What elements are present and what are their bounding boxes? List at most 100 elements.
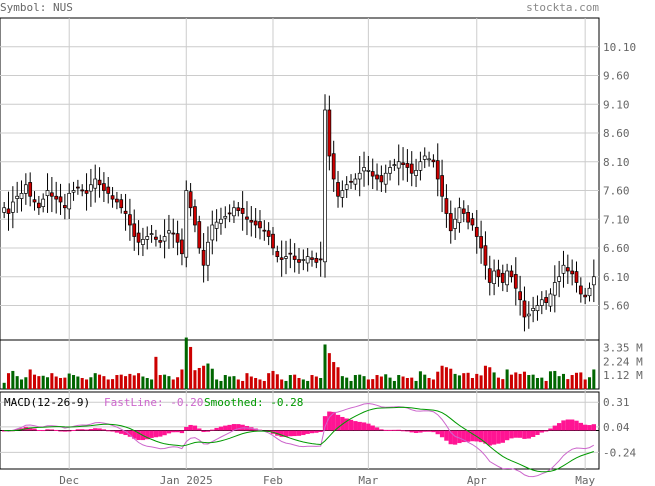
- candle-body-up: [587, 287, 592, 297]
- candle-body-down: [583, 294, 588, 298]
- candle: [379, 165, 384, 192]
- macd-histogram-bar: [569, 419, 575, 431]
- candle: [54, 181, 59, 214]
- candle-body-up: [392, 164, 397, 166]
- candle-body-down: [518, 291, 522, 301]
- candle: [180, 228, 184, 266]
- macd-histogram-bar: [379, 429, 384, 431]
- candle: [19, 180, 24, 212]
- volume-bar: [388, 377, 392, 389]
- candle: [375, 163, 379, 191]
- candle: [505, 263, 509, 292]
- macd-histogram-bar: [162, 430, 167, 436]
- candle-body-down: [97, 179, 102, 186]
- candle: [89, 168, 93, 207]
- candle: [483, 231, 488, 280]
- volume-bar: [306, 380, 310, 389]
- candle-body-up: [71, 190, 76, 193]
- candle: [513, 257, 518, 306]
- candle: [128, 198, 132, 241]
- volume-bar: [436, 371, 440, 389]
- candle-body-up: [457, 207, 462, 224]
- volume-bar: [319, 377, 323, 389]
- candle: [266, 222, 271, 246]
- candle-body-down: [240, 207, 245, 214]
- candle-body-down: [80, 189, 85, 192]
- volume-bar: [561, 373, 565, 389]
- date-tick-label: Apr: [467, 474, 487, 486]
- candle-body-down: [379, 175, 384, 183]
- candle: [167, 214, 171, 249]
- candle: [531, 296, 535, 323]
- smoothed-label: Smoothed: -0.28: [204, 396, 303, 409]
- candle-body-down: [370, 171, 375, 177]
- volume-bar: [587, 377, 592, 389]
- macd-histogram-bar: [552, 425, 557, 431]
- macd-histogram-bar: [548, 428, 553, 431]
- candle-body-down: [509, 270, 514, 278]
- candle-body-down: [180, 239, 184, 255]
- volume-bar: [462, 373, 466, 389]
- candle: [262, 220, 267, 241]
- macd-title: MACD(12-26-9): [4, 396, 90, 409]
- macd-histogram-bar: [132, 430, 137, 439]
- volume-bar: [505, 369, 509, 389]
- macd-histogram-bar: [28, 427, 33, 431]
- volume-bar: [336, 367, 340, 389]
- candle: [301, 249, 306, 271]
- candle-body-up: [591, 276, 596, 286]
- date-axis: Dec Jan 2025 Feb Mar Apr May: [59, 474, 595, 486]
- volume-bar: [258, 379, 262, 389]
- candle: [115, 191, 119, 210]
- volume-bar: [423, 374, 427, 389]
- candle: [578, 277, 583, 303]
- volume-bars: [2, 337, 596, 389]
- volume-bar: [592, 369, 596, 389]
- candle-body-down: [578, 285, 583, 295]
- candle: [219, 207, 223, 235]
- candle-body-down: [193, 206, 197, 226]
- macd-histogram-bar: [292, 430, 297, 437]
- macd-histogram-bar: [387, 429, 393, 431]
- candle: [405, 149, 410, 182]
- candle: [535, 295, 540, 321]
- volume-bar: [154, 356, 158, 389]
- volume-bar: [466, 372, 470, 389]
- macd-histogram-bar: [561, 420, 566, 431]
- volume-bar: [215, 379, 219, 389]
- candle: [245, 201, 249, 236]
- volume-bar: [275, 374, 279, 389]
- candle-body-down: [253, 220, 258, 226]
- macd-histogram-bar: [97, 428, 102, 431]
- candle-body-down: [171, 232, 176, 235]
- volume-bar: [366, 379, 370, 389]
- candle-body-down: [513, 274, 518, 289]
- volume-bar: [522, 371, 526, 389]
- volume-bar: [63, 377, 67, 389]
- candle-body-down: [297, 259, 301, 263]
- candle-body-down: [132, 223, 137, 237]
- macd-histogram-bar: [574, 420, 579, 431]
- candle: [526, 301, 531, 329]
- volume-bar: [171, 379, 175, 389]
- candle: [28, 172, 33, 207]
- candle-body-down: [565, 267, 570, 272]
- volume-bar: [28, 369, 32, 389]
- candle-body-up: [214, 221, 219, 229]
- volume-bar: [397, 375, 401, 389]
- candle: [288, 238, 293, 269]
- macd-histogram-bar: [309, 430, 315, 434]
- candle: [466, 205, 470, 230]
- macd-histogram-bar: [383, 429, 388, 431]
- macd-histogram-bar: [448, 430, 453, 445]
- volume-bar: [362, 376, 366, 389]
- date-tick-label: Mar: [358, 474, 378, 486]
- candle-body-down: [136, 232, 141, 243]
- macd-histogram-bar: [335, 414, 341, 431]
- site-label[interactable]: stockta.com: [526, 1, 599, 14]
- macd-histogram-bar: [296, 430, 302, 436]
- candle: [32, 191, 37, 211]
- macd-tick-label: 0.04: [603, 421, 630, 434]
- macd-histogram-bar: [119, 430, 124, 434]
- macd-histogram-bar: [413, 430, 419, 433]
